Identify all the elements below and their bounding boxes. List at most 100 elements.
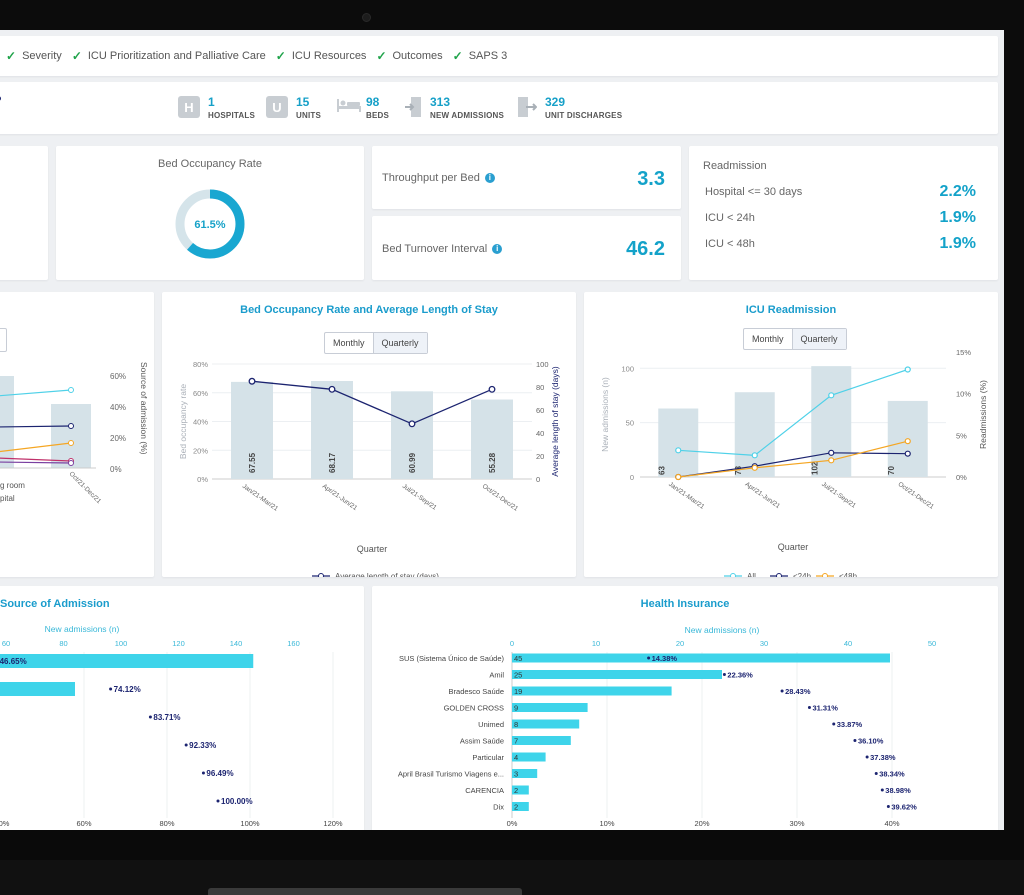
door-in-icon bbox=[405, 97, 421, 117]
chart-tick-label: 60 bbox=[536, 406, 544, 415]
info-icon[interactable]: i bbox=[492, 244, 503, 255]
chart-point bbox=[874, 772, 878, 775]
chart-point bbox=[904, 450, 911, 457]
readmission-row-value: 2.2% bbox=[939, 183, 976, 200]
chart-tick-label: 60% bbox=[110, 372, 126, 381]
chart-title: ICU Readmission bbox=[745, 304, 837, 316]
card-health-insurance: Health Insurance New admissions (n) 0 10 20… bbox=[372, 586, 998, 830]
chart-data-label: 96.49% bbox=[206, 769, 233, 778]
chart-tick-label: 0% bbox=[956, 473, 967, 482]
info-icon[interactable]: i bbox=[484, 173, 495, 184]
step-icu-prioritization[interactable]: ✓ ICU Prioritization and Palliative Care bbox=[71, 49, 266, 63]
chart-tick-label: 100 bbox=[536, 360, 549, 369]
chart-point bbox=[853, 739, 857, 742]
chart-tick-label: 100 bbox=[621, 364, 634, 373]
step-saps3[interactable]: ✓ SAPS 3 bbox=[452, 49, 508, 63]
chart-tick-label: 60% bbox=[193, 389, 208, 398]
toggle-quarterly[interactable] bbox=[0, 328, 7, 352]
chart-category-label: Dix bbox=[493, 803, 504, 812]
chart-tick-label: 40 bbox=[844, 639, 852, 648]
chart-bar bbox=[471, 399, 513, 479]
chart-axis-label: New admissions (n) bbox=[45, 624, 120, 634]
toggle-monthly[interactable]: Monthly bbox=[752, 334, 784, 344]
step-severity[interactable]: ✓ Severity bbox=[6, 49, 62, 63]
occupancy-title: Bed Occupancy Rate bbox=[158, 158, 262, 170]
chart-data-label: 70 bbox=[887, 466, 896, 475]
dot-marker bbox=[0, 96, 1, 101]
chart-data-label: 7 bbox=[514, 737, 518, 746]
card-readmission: Readmission Hospital <= 30 days 2.2% ICU… bbox=[689, 146, 998, 280]
chart-tick-label: 50 bbox=[928, 639, 936, 648]
step-outcomes[interactable]: ✓ Outcomes bbox=[376, 49, 443, 63]
chart-point bbox=[675, 473, 682, 481]
chart-axis-label: New admissions (n) bbox=[685, 625, 760, 635]
chart-point bbox=[828, 449, 835, 456]
chart-tick-label: 40% bbox=[193, 418, 208, 427]
section-steps: ✓ Severity ✓ ICU Prioritization and Pallia… bbox=[0, 36, 998, 76]
chart-bar bbox=[512, 736, 571, 745]
chart-data-label: 102 bbox=[810, 461, 819, 475]
chart-data-label: 37.38% bbox=[870, 753, 896, 762]
toggle-quarterly[interactable]: Quarterly bbox=[791, 329, 846, 349]
chart-point bbox=[865, 755, 869, 759]
chart-data-label: 28.43% bbox=[785, 687, 811, 696]
chart-point bbox=[647, 656, 651, 660]
check-icon: ✓ bbox=[275, 49, 286, 63]
check-icon: ✓ bbox=[376, 49, 387, 63]
chart-point bbox=[722, 673, 726, 676]
health-insurance-chart: New admissions (n) 0 10 20 30 40 50 0% 10% 20% 30%… bbox=[398, 625, 936, 828]
chart-bar bbox=[512, 686, 672, 696]
chart-data-label: 2 bbox=[514, 803, 518, 812]
chart-tick-label: Jan/21-Mar/21 bbox=[667, 481, 706, 511]
chart-point bbox=[68, 423, 74, 429]
chart-category-label: Assim Saúde bbox=[460, 737, 504, 746]
chart-axis-label: Readmissions (%) bbox=[978, 380, 988, 449]
chart-data-label: 9 bbox=[514, 704, 518, 713]
source-admission-chart: New admissions (n) 60 80 100 120 140 160 0% 60% 8… bbox=[0, 624, 343, 828]
period-toggle: Monthly Quarterly bbox=[324, 332, 428, 354]
chart-bar bbox=[311, 381, 353, 479]
card-partial-left bbox=[0, 146, 48, 280]
chart-line-series bbox=[678, 368, 908, 456]
chart-data-label: 92.33% bbox=[189, 741, 216, 750]
chart-point bbox=[751, 464, 758, 471]
kpi-unit-discharges: 329 UNIT DISCHARGES bbox=[517, 96, 622, 120]
chart-tick-label: 40% bbox=[884, 819, 899, 828]
chart-line-series bbox=[0, 442, 72, 453]
bed-icon bbox=[337, 99, 361, 112]
chart-tick-label: Oct/21-Dec/21 bbox=[481, 483, 520, 513]
turnover-label: Bed Turnover Interval i bbox=[382, 243, 503, 255]
chart-category-label: SUS (Sistema Único de Saúde) bbox=[399, 654, 505, 663]
toggle-monthly[interactable]: Monthly bbox=[333, 338, 365, 348]
occupancy-value: 61.5% bbox=[194, 219, 225, 231]
source-admission-trend-chart: 60% 40% 20% 0% Source of admission (%) O… bbox=[0, 362, 149, 505]
legend-marker bbox=[730, 573, 736, 577]
unit-icon: U bbox=[266, 96, 288, 118]
toggle-quarterly[interactable]: Quarterly bbox=[372, 333, 427, 353]
chart-line-series bbox=[251, 380, 493, 425]
chart-tick-label: 5% bbox=[956, 431, 967, 440]
chart-point bbox=[201, 771, 205, 775]
chart-tick-label: 120 bbox=[172, 639, 185, 648]
laptop-base-lip bbox=[208, 888, 522, 895]
chart-line-series bbox=[0, 425, 72, 428]
chart-tick-label: 20 bbox=[676, 639, 684, 648]
chart-data-label: 3 bbox=[514, 770, 518, 779]
chart-bar bbox=[512, 802, 529, 811]
chart-tick-label: 20% bbox=[694, 819, 709, 828]
chart-line-series bbox=[0, 389, 72, 397]
chart-tick-label: 20% bbox=[110, 434, 126, 443]
chart-bar bbox=[231, 381, 273, 479]
camera-icon bbox=[362, 13, 371, 22]
hospital-icon: H bbox=[178, 96, 200, 118]
chart-category-label: Amil bbox=[489, 671, 504, 680]
chart-tick-label: 0% bbox=[507, 819, 518, 828]
step-icu-resources[interactable]: ✓ ICU Resources bbox=[275, 49, 367, 63]
chart-data-label: 4 bbox=[514, 753, 518, 762]
laptop-bezel-bottom bbox=[0, 830, 1024, 860]
check-icon: ✓ bbox=[452, 49, 463, 63]
chart-tick-label: 160 bbox=[287, 639, 300, 648]
card-turnover: Bed Turnover Interval i 46.2 bbox=[372, 216, 681, 280]
chart-bar bbox=[512, 752, 546, 762]
door-out-icon bbox=[518, 97, 537, 117]
